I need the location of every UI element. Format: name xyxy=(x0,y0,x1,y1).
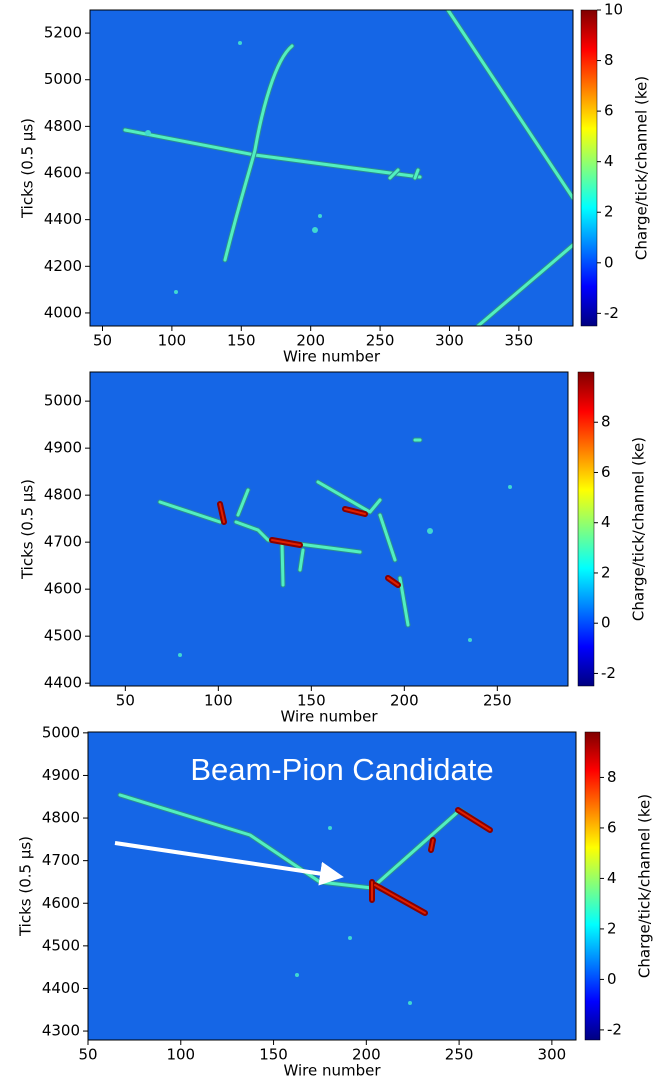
tracks xyxy=(122,10,573,326)
x-tick-label: 50 xyxy=(78,1046,97,1064)
x-tick-label: 150 xyxy=(259,1046,288,1064)
colorbar-tick-label: 0 xyxy=(607,970,617,988)
y-tick-label: 4800 xyxy=(44,486,82,504)
plot-area xyxy=(90,10,573,326)
colorbar-label: Charge/tick/channel (ke) xyxy=(630,437,648,621)
plot-frame xyxy=(87,731,577,1041)
x-tick-label: 100 xyxy=(204,692,233,710)
tracks xyxy=(114,792,493,1005)
x-tick-label: 200 xyxy=(390,692,419,710)
annotation: Beam-Pion Candidate xyxy=(190,752,493,787)
y-tick-label: 4600 xyxy=(42,894,80,912)
y-tick-label: 4900 xyxy=(42,766,80,784)
y-tick-label: 4600 xyxy=(44,580,82,598)
x-tick-label: 300 xyxy=(538,1046,567,1064)
colorbar-label: Charge/tick/channel (ke) xyxy=(633,76,651,260)
y-tick-label: 4400 xyxy=(44,210,82,228)
y-axis-label: Ticks (0.5 μs) xyxy=(19,479,37,580)
colorbar-tick-label: 2 xyxy=(607,919,617,937)
colorbar xyxy=(577,371,595,687)
x-axis-label: Wire number xyxy=(283,1062,381,1080)
colorbar xyxy=(584,731,601,1041)
colorbar-tick-label: -2 xyxy=(604,304,619,322)
y-tick-label: 4400 xyxy=(42,979,80,997)
y-tick-label: 4200 xyxy=(44,257,82,275)
y-axis-label: Ticks (0.5 μs) xyxy=(17,836,35,937)
x-axis-label: Wire number xyxy=(283,348,381,366)
x-tick-label: 250 xyxy=(483,692,512,710)
x-tick-label: 50 xyxy=(93,332,112,350)
x-tick-label: 100 xyxy=(166,1046,195,1064)
y-tick-label: 4500 xyxy=(42,936,80,954)
x-tick-label: 250 xyxy=(366,332,395,350)
x-tick-label: 200 xyxy=(352,1046,381,1064)
plot-frame xyxy=(89,371,569,687)
y-tick-label: 4000 xyxy=(44,303,82,321)
colorbar-tick-label: 0 xyxy=(604,253,614,271)
colorbar-tick-label: -2 xyxy=(601,664,616,682)
x-tick-label: 150 xyxy=(297,692,326,710)
colorbar-tick-label: 0 xyxy=(601,614,611,632)
y-tick-label: 4700 xyxy=(44,533,82,551)
x-tick-label: 100 xyxy=(158,332,187,350)
x-tick-label: 300 xyxy=(435,332,464,350)
plot-frame xyxy=(89,9,574,327)
y-tick-label: 4600 xyxy=(44,164,82,182)
colorbar-tick-label: 8 xyxy=(601,413,611,431)
y-tick-label: 4300 xyxy=(42,1022,80,1040)
y-tick-label: 5000 xyxy=(44,392,82,410)
colorbar-tick-label: 10 xyxy=(604,1,623,19)
colorbar-tick-label: 2 xyxy=(601,563,611,581)
colorbar-tick-label: 4 xyxy=(607,869,617,887)
y-tick-label: 4800 xyxy=(42,809,80,827)
x-tick-label: 350 xyxy=(505,332,534,350)
y-tick-label: 4800 xyxy=(44,117,82,135)
plot-area xyxy=(88,732,576,1040)
x-tick-label: 150 xyxy=(227,332,256,350)
y-tick-label: 5000 xyxy=(44,70,82,88)
y-tick-label: 5000 xyxy=(42,723,80,741)
colorbar-tick-label: 2 xyxy=(604,203,614,221)
y-tick-label: 4400 xyxy=(44,674,82,692)
colorbar-tick-label: 4 xyxy=(601,513,611,531)
plot-area xyxy=(90,372,568,686)
colorbar-tick-label: 8 xyxy=(604,51,614,69)
x-tick-label: 200 xyxy=(296,332,325,350)
colorbar-tick-label: 6 xyxy=(601,463,611,481)
x-axis-label: Wire number xyxy=(280,708,378,726)
y-tick-label: 5200 xyxy=(44,24,82,42)
y-tick-label: 4500 xyxy=(44,627,82,645)
y-tick-label: 4700 xyxy=(42,851,80,869)
colorbar-tick-label: 8 xyxy=(607,768,617,786)
tracks xyxy=(157,437,512,657)
x-tick-label: 50 xyxy=(116,692,135,710)
x-tick-label: 250 xyxy=(445,1046,474,1064)
colorbar-label: Charge/tick/channel (ke) xyxy=(636,794,654,978)
y-axis-label: Ticks (0.5 μs) xyxy=(19,118,37,219)
y-tick-label: 4900 xyxy=(44,439,82,457)
colorbar xyxy=(580,9,598,327)
colorbar-tick-label: -2 xyxy=(607,1020,622,1038)
colorbar-tick-label: 4 xyxy=(604,152,614,170)
colorbar-tick-label: 6 xyxy=(604,102,614,120)
colorbar-tick-label: 6 xyxy=(607,818,617,836)
